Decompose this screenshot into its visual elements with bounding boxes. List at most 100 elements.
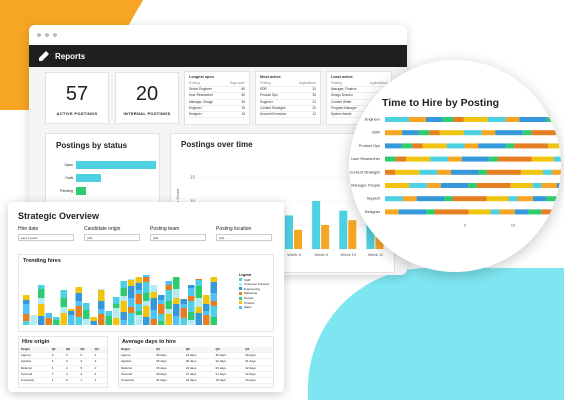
legend-swatch bbox=[239, 305, 242, 309]
time-segment bbox=[490, 209, 500, 215]
kpi-label: INTERNAL POSTINGS bbox=[123, 111, 171, 116]
posting-label: Manager, People bbox=[351, 184, 380, 188]
trend-segment bbox=[60, 298, 67, 307]
header-cell: Q3 bbox=[213, 347, 244, 354]
avg-days-table: Origin Q1 Q2 Q3 Q4 Agency 28 days 24 days 35 day… bbox=[119, 347, 273, 385]
filter-posting-team[interactable]: Posting team (All) bbox=[150, 226, 206, 241]
trend-segment bbox=[23, 314, 30, 321]
header-cell: Q2 bbox=[64, 347, 79, 354]
filter-select[interactable]: (All) bbox=[84, 234, 140, 241]
time-segment bbox=[476, 183, 511, 188]
table-cell: 3 bbox=[49, 352, 64, 360]
trend-segment bbox=[165, 301, 172, 309]
legend-label: Marketing bbox=[244, 291, 258, 296]
time-segment bbox=[505, 117, 520, 122]
trend-segment bbox=[135, 283, 142, 290]
trend-segment bbox=[135, 304, 142, 311]
kpi-internal-postings[interactable]: 20 INTERNAL POSTINGS bbox=[115, 72, 179, 124]
trend-segment bbox=[75, 306, 82, 317]
legend-swatch bbox=[239, 287, 242, 291]
table-cell: Program Manager bbox=[331, 105, 357, 110]
trend-segment bbox=[210, 282, 217, 293]
trend-segment bbox=[158, 321, 165, 325]
x-tick-label: Week 9 bbox=[314, 252, 328, 257]
over-time-bar bbox=[366, 225, 375, 249]
time-segment bbox=[426, 209, 435, 215]
table-cell: 7 bbox=[49, 371, 64, 379]
status-bar bbox=[76, 173, 101, 182]
legend-item: Sales bbox=[239, 305, 269, 310]
panel-title: Hire origin bbox=[22, 339, 50, 345]
posting-label: Product Ops bbox=[359, 144, 380, 148]
trend-segment bbox=[120, 288, 127, 296]
x-tick-label: Week 10 bbox=[340, 252, 356, 257]
kpi-value: 57 bbox=[65, 83, 89, 105]
time-segment bbox=[553, 156, 561, 162]
trend-segment bbox=[60, 290, 67, 298]
trend-segment bbox=[113, 318, 120, 325]
trend-segment bbox=[173, 316, 180, 325]
hire-origin-panel: Hire origin Origin Q1 Q2 Q3 Q4 Agency 3 3 6 1 Appl… bbox=[18, 336, 108, 388]
table-row: Referral 1 2 5 0 bbox=[19, 365, 107, 372]
time-segment bbox=[514, 209, 528, 215]
filter-label: Posting location bbox=[216, 226, 252, 232]
time-segment bbox=[426, 117, 443, 122]
trend-segment bbox=[210, 306, 217, 317]
table-cell: Manager, Design bbox=[189, 99, 214, 104]
time-segment bbox=[531, 156, 554, 162]
table-cell: Agency bbox=[19, 352, 50, 360]
app-header: Reports bbox=[29, 45, 407, 67]
trend-segment bbox=[188, 312, 195, 320]
trend-segment bbox=[165, 285, 172, 290]
trend-segment bbox=[150, 319, 157, 325]
y-axis-label: High Count bbox=[175, 188, 180, 209]
time-segment bbox=[532, 183, 542, 188]
kpi-value: 20 bbox=[135, 83, 159, 105]
trend-segment bbox=[210, 277, 217, 282]
table-cell: 20 bbox=[312, 105, 316, 110]
header-cell: Applications bbox=[369, 81, 387, 85]
time-segment bbox=[412, 143, 423, 149]
trend-segment bbox=[128, 286, 135, 298]
table-cell: 1 bbox=[92, 352, 107, 360]
table-cell: Design Director bbox=[331, 93, 353, 98]
trend-segment bbox=[38, 316, 45, 325]
kpi-active-postings[interactable]: 57 ACTIVE POSTINGS bbox=[45, 72, 109, 124]
filter-select[interactable]: (All) bbox=[216, 234, 272, 241]
trend-segment bbox=[45, 313, 52, 318]
time-segment bbox=[510, 183, 533, 188]
trend-segment bbox=[53, 317, 60, 320]
table-header-row: Origin Q1 Q2 Q3 Q4 bbox=[19, 347, 107, 354]
time-segment bbox=[419, 169, 438, 175]
header-cell: Q1 bbox=[49, 347, 64, 354]
filter-hire-date[interactable]: Hire date Last 3 years bbox=[18, 226, 74, 241]
x-tick-label: 0 bbox=[464, 223, 467, 228]
table-cell: 28 days bbox=[154, 352, 184, 360]
table-cell: Sourced bbox=[119, 371, 155, 379]
time-segment bbox=[551, 169, 561, 175]
filter-select[interactable]: (All) bbox=[150, 234, 206, 241]
table-cell: 27 days bbox=[183, 371, 214, 379]
trend-segment bbox=[158, 314, 165, 321]
table-row: Agency 3 3 6 1 bbox=[19, 352, 107, 360]
time-segment bbox=[385, 169, 396, 175]
mini-table-row: Senior Engineer 60 bbox=[189, 87, 245, 94]
mini-table-row: Product Ops 30 bbox=[260, 93, 316, 100]
filter-candidate-origin[interactable]: Candidate origin (All) bbox=[84, 226, 140, 241]
legend-item: People bbox=[239, 296, 269, 301]
mini-table-row: Designer 15 bbox=[189, 112, 245, 119]
over-time-bar bbox=[312, 201, 321, 249]
trend-segment bbox=[195, 279, 202, 280]
filter-select[interactable]: Last 3 years bbox=[18, 234, 74, 241]
time-segment bbox=[528, 209, 542, 215]
time-segment bbox=[434, 209, 469, 215]
table-row: Applied 2 3 3 2 bbox=[19, 358, 107, 366]
y-tick-label: 15 bbox=[190, 175, 196, 180]
filter-posting-location[interactable]: Posting location (All) bbox=[216, 226, 272, 241]
time-segment bbox=[522, 130, 532, 136]
legend-swatch bbox=[239, 296, 242, 300]
trend-segment bbox=[143, 275, 150, 277]
time-segment bbox=[409, 183, 428, 188]
panel-title: Average days to hire bbox=[122, 339, 176, 345]
legend-label: Staff bbox=[244, 277, 251, 282]
